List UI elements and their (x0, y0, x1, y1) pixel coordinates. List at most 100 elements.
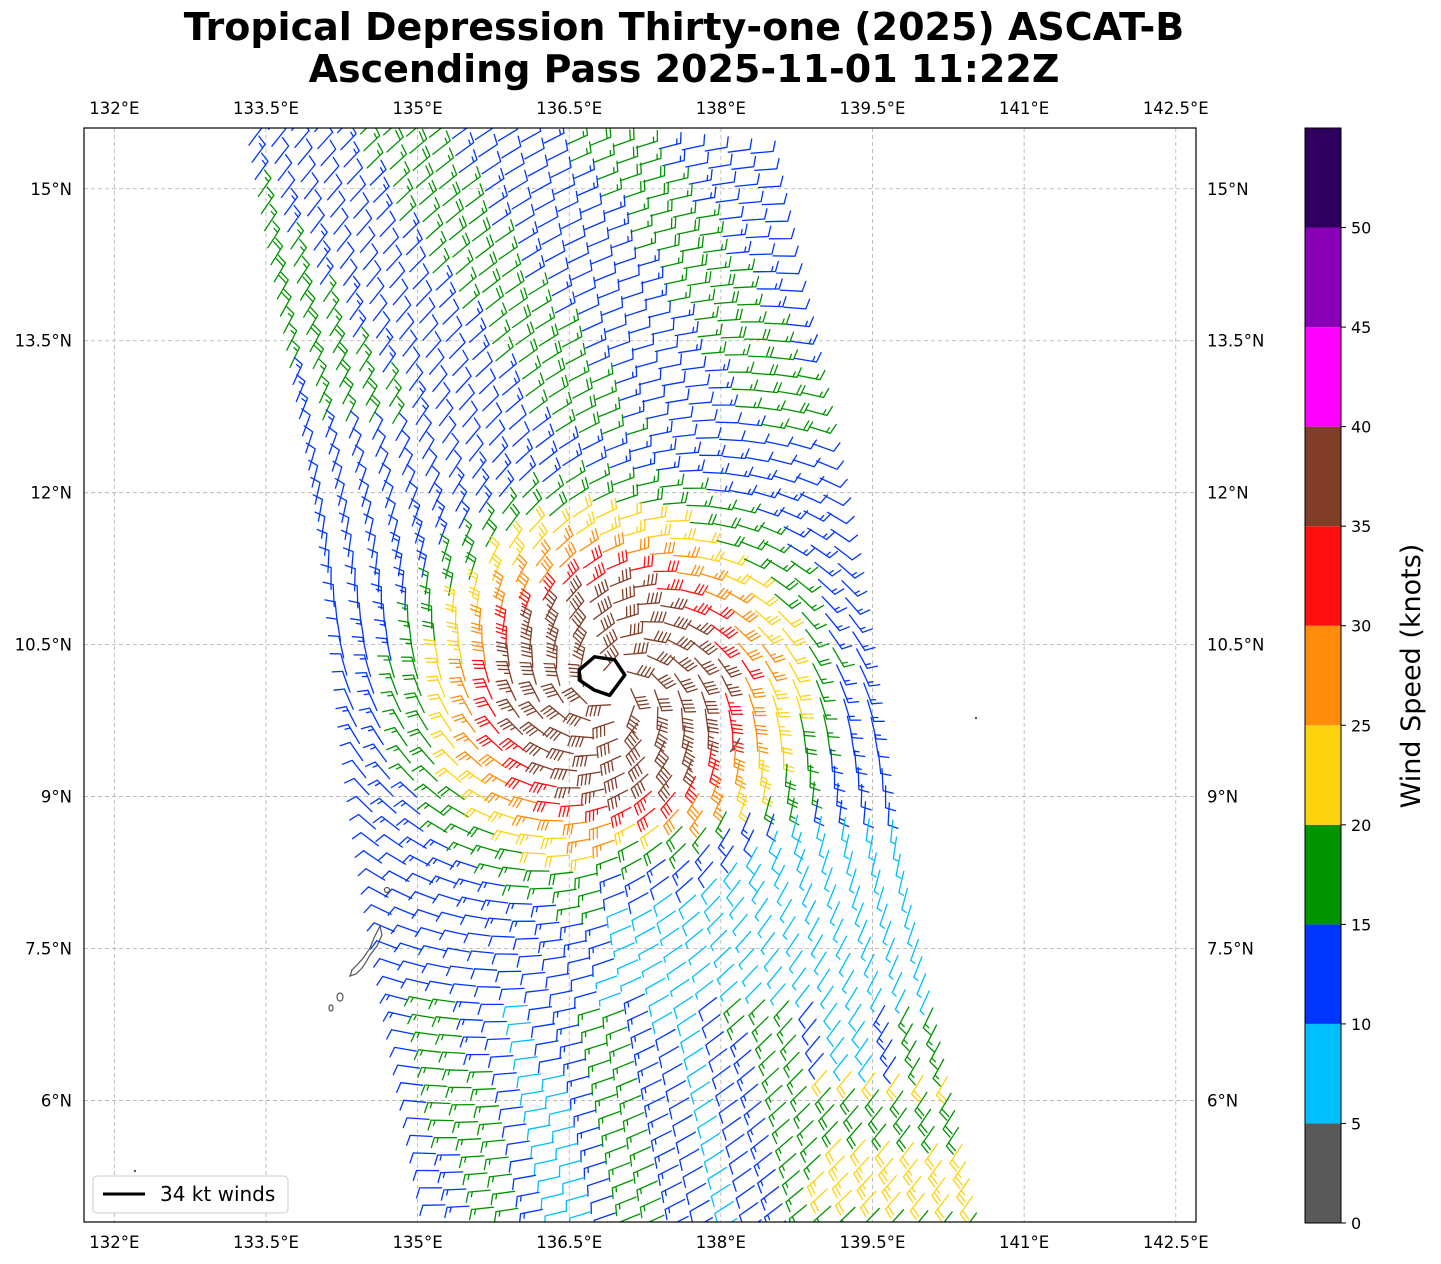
wind-barb (419, 584, 431, 612)
wind-barb-shape (684, 775, 698, 805)
wind-barb (369, 159, 387, 186)
wind-barb-shape (495, 698, 520, 718)
wind-barb (839, 681, 860, 704)
wind-barb (696, 550, 725, 563)
wind-barb (713, 517, 742, 529)
wind-barb-shape (589, 579, 609, 603)
wind-barb (419, 1204, 446, 1216)
wind-barb (782, 746, 795, 773)
wind-barb-shape (622, 518, 646, 537)
wind-barb (419, 297, 436, 324)
wind-barb (758, 745, 770, 772)
wind-barb (495, 970, 522, 983)
wind-barb (921, 1245, 935, 1264)
wind-barb-shape (816, 815, 823, 842)
wind-barb-shape (340, 128, 357, 151)
wind-barb (812, 442, 841, 452)
wind-barb-shape (614, 246, 637, 266)
wind-barb (320, 563, 332, 591)
wind-barb-shape (726, 240, 752, 255)
wind-barb (567, 242, 590, 264)
wind-barb-shape (335, 342, 349, 371)
wind-barb-shape (920, 1125, 935, 1154)
wind-barb-shape (478, 368, 497, 395)
wind-barb (734, 625, 761, 642)
wind-barb-shape (480, 899, 509, 911)
wind-barb (806, 1171, 825, 1198)
wind-barb-shape (482, 268, 501, 293)
wind-barb (801, 611, 827, 630)
wind-barb-shape (490, 1190, 516, 1206)
wind-barb (792, 457, 821, 468)
wind-barb-shape (544, 1091, 569, 1109)
wind-barb (332, 460, 343, 489)
wind-barb-shape (647, 1232, 667, 1252)
wind-barb-shape (505, 1140, 530, 1156)
wind-barb (394, 584, 407, 611)
wind-barb-shape (477, 1003, 504, 1015)
wind-barb (651, 1011, 673, 1035)
wind-barb-shape (566, 838, 591, 854)
wind-barb (548, 1108, 572, 1126)
wind-barb-shape (448, 449, 462, 478)
wind-barb (681, 355, 707, 371)
wind-barb (776, 881, 789, 907)
wind-barb-shape (682, 477, 709, 489)
wind-barb-shape (564, 225, 586, 247)
wind-barb-shape (495, 622, 508, 650)
wind-barb (614, 823, 635, 846)
wind-barb (512, 937, 539, 950)
wind-barb (692, 409, 718, 422)
wind-barb-shape (382, 708, 405, 730)
wind-barb (660, 597, 688, 610)
wind-barb-shape (663, 616, 692, 630)
wind-barb (673, 546, 701, 558)
wind-barb-shape (726, 879, 741, 907)
wind-barb (778, 384, 806, 396)
colorbar-tick-label: 30 (1351, 617, 1371, 636)
wind-barb-shape (362, 243, 379, 271)
wind-barb (726, 1015, 745, 1041)
wind-barb-shape (831, 1172, 849, 1199)
wind-barb-shape (526, 887, 553, 900)
wind-barb (390, 781, 418, 798)
wind-barb (509, 920, 536, 932)
wind-barb-shape (924, 1142, 939, 1171)
wind-barb (684, 928, 704, 949)
wind-barb (783, 298, 811, 310)
wind-barb (592, 480, 614, 502)
wind-barb-shape (685, 373, 711, 388)
wind-barb (344, 564, 356, 592)
wind-barb-shape (542, 726, 571, 741)
lon-tick-label-bottom: 139.5°E (840, 1233, 906, 1252)
wind-barb (555, 905, 581, 922)
wind-barb-shape (592, 595, 613, 620)
wind-barb-shape (484, 917, 512, 929)
wind-barb (796, 848, 806, 874)
wind-barb (305, 442, 316, 471)
wind-barb-shape (602, 414, 624, 435)
wind-barb (694, 979, 714, 1000)
wind-barb-shape (432, 364, 448, 392)
wind-barb (451, 128, 469, 140)
wind-barb (557, 190, 579, 212)
wind-barb-shape (381, 462, 392, 492)
wind-barb (254, 152, 269, 180)
wind-barb-shape (423, 639, 439, 664)
wind-barb (694, 305, 719, 321)
wind-barb-shape (501, 135, 522, 159)
wind-barb (626, 1129, 648, 1150)
wind-barb (522, 471, 540, 498)
wind-barb-shape (415, 397, 430, 425)
wind-barb (741, 965, 759, 987)
wind-barb (475, 351, 493, 378)
wind-barb (380, 690, 402, 713)
wind-barb (477, 1003, 504, 1015)
wind-barb (299, 272, 313, 301)
wind-barb (773, 864, 786, 890)
wind-barb-shape (694, 657, 720, 676)
wind-barb (592, 839, 615, 859)
wind-barb (678, 894, 697, 920)
34kt-wind-contour (577, 655, 627, 698)
wind-barb-shape (807, 917, 820, 942)
